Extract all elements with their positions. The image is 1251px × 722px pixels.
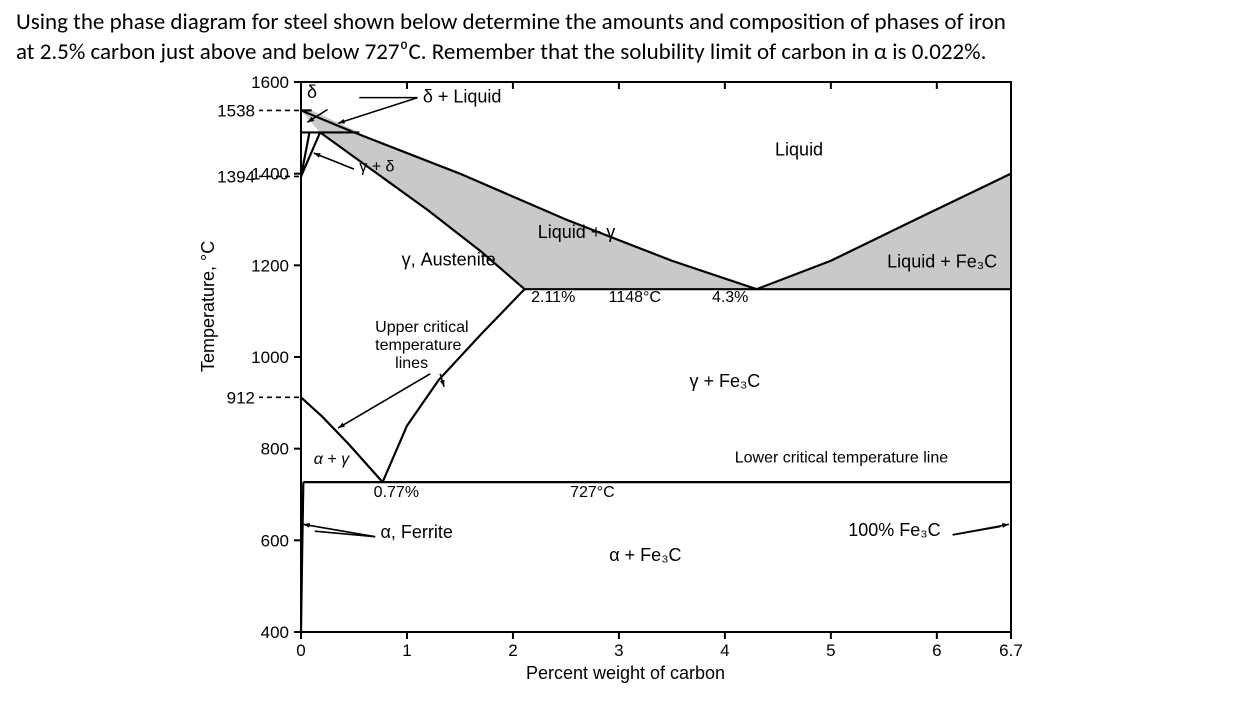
label-eutectic-t: 1148°C (608, 289, 660, 306)
label-eutectoid-c: 0.77% (373, 484, 418, 501)
ytick: 1000 (251, 348, 289, 367)
label-eutectic-liq: 4.3% (711, 289, 747, 306)
label-eutectic-c: 2.11% (531, 289, 575, 306)
xtick: 1 (402, 641, 411, 657)
alpha-gamma-a3 (301, 397, 383, 482)
x-axis-label: Percent weight of carbon (206, 663, 1046, 684)
xtick: 0 (296, 641, 305, 657)
phase-diagram: Temperature, °C 400600800100012001400160… (206, 72, 1046, 682)
ytick: 1400 (251, 164, 289, 183)
label-upper-crit-1: Upper critical (375, 319, 468, 336)
phase-diagram-svg: 400 600 800 1000 1200 1400 1600 912 1394 1538 0 1 2 3… (206, 72, 1046, 657)
ytick-extra: 1394 (217, 167, 255, 186)
label-gamma-delta: γ + δ (359, 158, 394, 175)
label-alpha-fe3c: α + Fe₃C (609, 545, 681, 565)
ytick-extra: 1538 (217, 101, 255, 120)
question-line-2: at 2.5% carbon just above and below 727⁰… (16, 38, 986, 66)
ytick: 400 (260, 623, 288, 642)
label-alpha-gamma: α + γ (313, 451, 349, 468)
label-upper-crit-3: lines (395, 355, 428, 372)
ytick: 1200 (251, 256, 289, 275)
ytick: 1600 (251, 73, 289, 92)
label-ferrite: α, Ferrite (380, 522, 452, 542)
label-100-fe3c: 100% Fe₃C (848, 520, 940, 540)
diagram-container: Temperature, °C 400600800100012001400160… (16, 72, 1235, 682)
label-lower-crit: Lower critical temperature line (734, 449, 948, 466)
xtick: 6.7 (999, 641, 1023, 657)
label-delta: δ (307, 82, 317, 102)
label-eutectoid-t: 727°C (570, 484, 615, 501)
xtick: 5 (826, 641, 835, 657)
label-delta-liquid: δ + Liquid (422, 86, 501, 106)
xtick: 2 (508, 641, 517, 657)
label-liquid-fe3c: Liquid + Fe₃C (887, 251, 997, 271)
label-liquid: Liquid (775, 139, 823, 159)
label-liquid-gamma: Liquid + γ (537, 222, 615, 242)
question-line-1: Using the phase diagram for steel shown … (16, 8, 1006, 36)
ytick: 600 (260, 531, 288, 550)
ytick: 800 (260, 439, 288, 458)
y-axis-label: Temperature, °C (198, 241, 219, 372)
xtick: 4 (720, 641, 729, 657)
xtick: 6 (932, 641, 941, 657)
label-gamma-fe3c: γ + Fe₃C (689, 371, 760, 391)
ytick-extra: 912 (226, 388, 254, 407)
question-text: Using the phase diagram for steel shown … (16, 8, 1235, 68)
xtick: 3 (614, 641, 623, 657)
label-upper-crit-2: temperature (375, 337, 461, 354)
label-austenite: γ, Austenite (401, 249, 495, 269)
